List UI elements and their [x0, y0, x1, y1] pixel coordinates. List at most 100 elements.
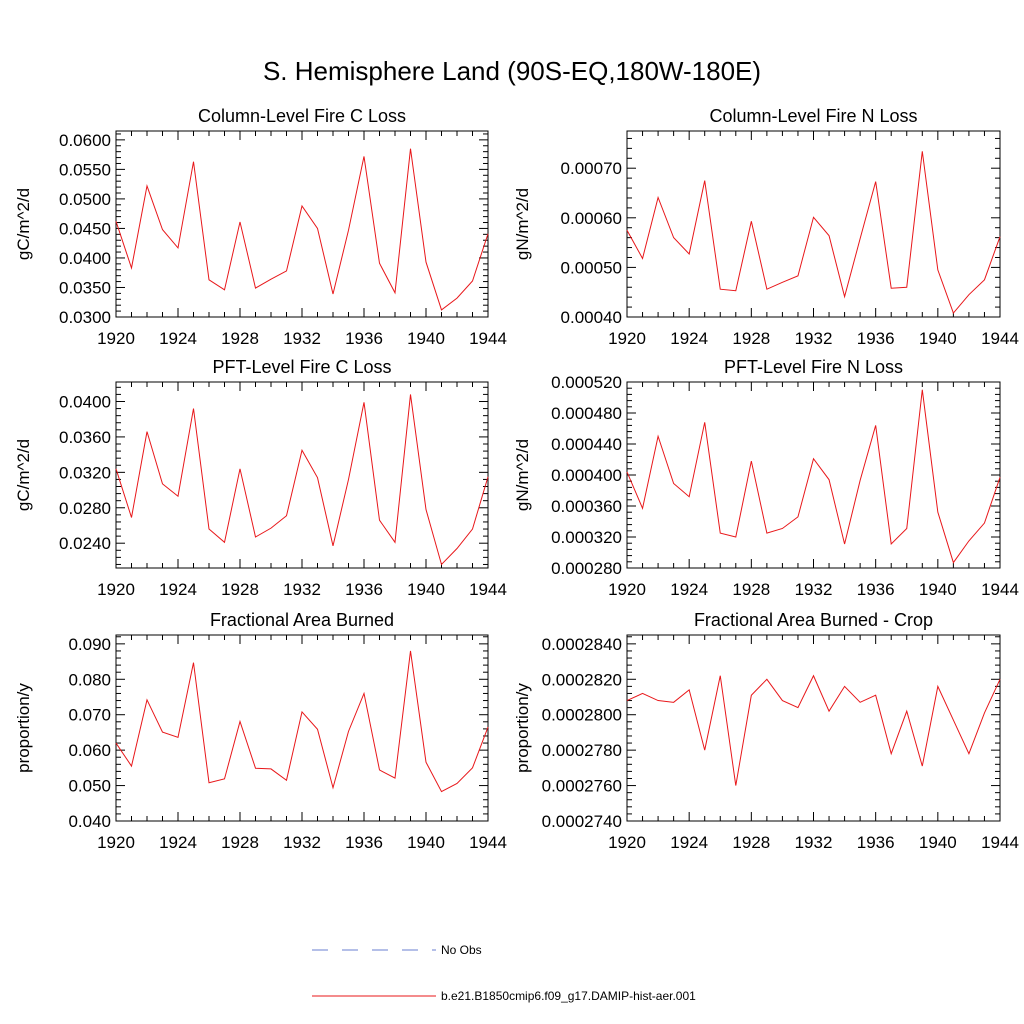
x-tick-label: 1940 [407, 580, 445, 599]
series-line [115, 148, 489, 311]
x-tick-label: 1932 [283, 833, 321, 852]
x-tick-label: 1920 [97, 833, 135, 852]
plot-frame [626, 381, 1001, 569]
y-tick-label: 0.0002780 [542, 741, 622, 760]
x-tick-label: 1924 [159, 833, 197, 852]
y-tick-label: 0.0002820 [542, 670, 622, 689]
y-axis-label: gC/m^2/d [14, 188, 33, 260]
panel-title: Fractional Area Burned [210, 610, 394, 630]
y-tick-label: 0.000360 [551, 497, 622, 516]
y-tick-label: 0.000520 [551, 373, 622, 392]
panel-title: Column-Level Fire N Loss [709, 106, 917, 126]
panel-title: PFT-Level Fire C Loss [212, 357, 391, 377]
chart-panels: Column-Level Fire C Loss gC/m^2/d 1920 1924… [14, 106, 1019, 852]
y-tick-label: 0.0002800 [542, 706, 622, 725]
chart-panel: Fractional Area Burned - Crop proportion/… [513, 610, 1019, 852]
x-tick-label: 1920 [97, 329, 135, 348]
x-tick-label: 1920 [97, 580, 135, 599]
y-axis-label: proportion/y [14, 683, 33, 773]
x-tick-label: 1944 [469, 833, 507, 852]
plot-frame [626, 634, 1001, 822]
y-tick-label: 0.000400 [551, 466, 622, 485]
x-tick-label: 1928 [221, 329, 259, 348]
y-tick-label: 0.0280 [59, 499, 111, 518]
x-tick-label: 1936 [345, 329, 383, 348]
x-tick-label: 1936 [345, 833, 383, 852]
y-tick-label: 0.0600 [59, 131, 111, 150]
y-tick-label: 0.040 [68, 812, 111, 831]
y-tick-label: 0.0002760 [542, 777, 622, 796]
x-tick-label: 1940 [919, 329, 957, 348]
legend: No Obs b.e21.B1850cmip6.f09_g17.DAMIP-hi… [312, 943, 696, 1003]
legend-no-obs-label: No Obs [441, 943, 482, 957]
x-tick-label: 1932 [283, 580, 321, 599]
y-tick-label: 0.0360 [59, 428, 111, 447]
x-tick-label: 1936 [857, 329, 895, 348]
y-tick-label: 0.0320 [59, 463, 111, 482]
legend-model-label: b.e21.B1850cmip6.f09_g17.DAMIP-hist-aer.… [441, 989, 696, 1003]
x-tick-label: 1924 [159, 580, 197, 599]
y-axis-label: gC/m^2/d [14, 439, 33, 511]
y-tick-label: 0.00070 [561, 159, 622, 178]
y-tick-label: 0.0240 [59, 534, 111, 553]
y-tick-label: 0.0350 [59, 278, 111, 297]
x-tick-label: 1920 [608, 833, 646, 852]
x-tick-label: 1928 [221, 580, 259, 599]
x-tick-label: 1924 [670, 833, 708, 852]
x-tick-label: 1928 [732, 833, 770, 852]
y-tick-label: 0.060 [68, 741, 111, 760]
x-tick-label: 1944 [981, 580, 1019, 599]
chart-panel: PFT-Level Fire N Loss gN/m^2/d 1920 1924 192… [513, 357, 1019, 599]
x-tick-label: 1924 [670, 329, 708, 348]
x-tick-label: 1936 [857, 580, 895, 599]
y-tick-label: 0.00060 [561, 209, 622, 228]
x-tick-label: 1944 [981, 329, 1019, 348]
x-tick-label: 1920 [608, 580, 646, 599]
y-tick-label: 0.0500 [59, 190, 111, 209]
y-tick-label: 0.000440 [551, 435, 622, 454]
x-tick-label: 1944 [981, 833, 1019, 852]
y-tick-label: 0.070 [68, 706, 111, 725]
page-title: S. Hemisphere Land (90S-EQ,180W-180E) [262, 56, 762, 86]
y-tick-label: 0.000320 [551, 528, 622, 547]
x-tick-label: 1940 [407, 329, 445, 348]
x-tick-label: 1920 [608, 329, 646, 348]
y-tick-label: 0.090 [68, 635, 111, 654]
x-tick-label: 1940 [407, 833, 445, 852]
series-line [115, 394, 489, 566]
x-tick-label: 1932 [795, 833, 833, 852]
panel-title: PFT-Level Fire N Loss [724, 357, 903, 377]
chart-panel: Column-Level Fire C Loss gC/m^2/d 1920 1924… [14, 106, 507, 348]
chart-panel: Column-Level Fire N Loss gN/m^2/d 1920 1924… [513, 106, 1019, 348]
panel-title: Fractional Area Burned - Crop [694, 610, 933, 630]
x-tick-label: 1936 [857, 833, 895, 852]
x-tick-label: 1936 [345, 580, 383, 599]
series-line [626, 389, 1001, 564]
y-tick-label: 0.0550 [59, 160, 111, 179]
plot-frame [626, 130, 1001, 318]
panel-title: Column-Level Fire C Loss [198, 106, 406, 126]
y-tick-label: 0.000280 [551, 559, 622, 578]
plot-frame [115, 381, 489, 569]
plot-frame [115, 634, 489, 822]
y-tick-label: 0.0450 [59, 219, 111, 238]
x-tick-label: 1928 [221, 833, 259, 852]
chart-panel: PFT-Level Fire C Loss gC/m^2/d 1920 1924 192… [14, 357, 507, 599]
y-axis-label: proportion/y [513, 683, 532, 773]
x-tick-label: 1928 [732, 329, 770, 348]
x-tick-label: 1932 [795, 329, 833, 348]
plot-frame [115, 130, 489, 318]
series-line [626, 151, 1001, 315]
x-tick-label: 1932 [795, 580, 833, 599]
series-line [115, 650, 489, 793]
y-tick-label: 0.00050 [561, 258, 622, 277]
y-tick-label: 0.0400 [59, 249, 111, 268]
y-tick-label: 0.050 [68, 777, 111, 796]
y-tick-label: 0.0300 [59, 308, 111, 327]
y-axis-label: gN/m^2/d [513, 439, 532, 511]
y-tick-label: 0.0002740 [542, 812, 622, 831]
y-tick-label: 0.0400 [59, 392, 111, 411]
x-tick-label: 1940 [919, 580, 957, 599]
x-tick-label: 1932 [283, 329, 321, 348]
x-tick-label: 1928 [732, 580, 770, 599]
